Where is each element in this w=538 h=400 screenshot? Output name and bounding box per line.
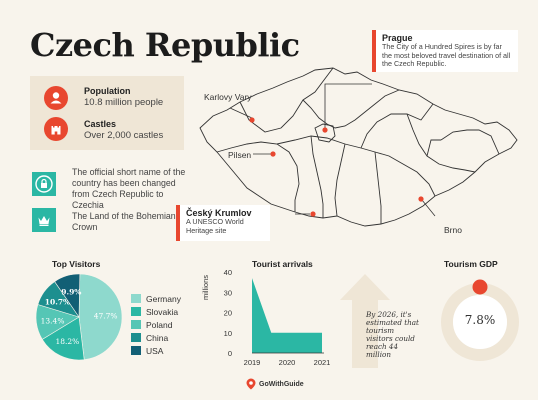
castle-icon [44, 117, 68, 141]
city-pilsen: Pilsen [228, 150, 252, 160]
y-tick-label: 30 [224, 288, 232, 297]
y-tick-label: 0 [228, 349, 232, 358]
city-brno: Brno [444, 225, 462, 235]
fact-bohemian-crown: The Land of the Bohemian Crown [72, 211, 176, 232]
pie-label-poland: 13.4% [41, 316, 65, 325]
region-border [334, 143, 346, 217]
legend-swatch [131, 320, 141, 329]
footer: GoWithGuide [246, 378, 304, 390]
prague-region [314, 123, 336, 143]
tourism-gdp-value: 7.8% [464, 313, 496, 327]
legend-label: USA [146, 345, 164, 356]
region-border [406, 113, 476, 173]
region-border [239, 67, 334, 133]
tourist-arrivals-chart: 40 30 20 10 0 2019 2020 2021 [224, 268, 330, 367]
tourism-gdp-gauge [441, 279, 519, 361]
lock-icon [32, 172, 56, 196]
top-visitors-title: Top Visitors [52, 259, 101, 269]
legend-item-germany: Germany [131, 292, 181, 305]
cesky-krumlov-marker [310, 211, 316, 217]
region-border [360, 103, 434, 149]
country-border [199, 67, 518, 227]
population-label: Population [84, 86, 131, 96]
legend-swatch [131, 307, 141, 316]
population-value: 10.8 million people [84, 97, 164, 108]
legend-label: Poland [146, 319, 173, 330]
x-tick-label: 2019 [244, 358, 261, 367]
region-border [276, 135, 436, 197]
pie-slice-germany [78, 273, 123, 361]
pie-label-germany: 47.7% [94, 312, 118, 321]
region-border [216, 141, 300, 212]
arrivals-area [252, 278, 322, 353]
region-border [310, 135, 324, 218]
x-tick-label: 2020 [279, 358, 296, 367]
cesky-krumlov-callout: Český Krumlov A UNESCO World Heritage si… [176, 205, 270, 241]
person-icon [44, 86, 68, 110]
tourist-arrivals-title: Tourist arrivals [252, 259, 313, 269]
region-border [302, 89, 400, 129]
pilsen-marker [270, 151, 276, 157]
castles-label: Castles [84, 119, 117, 129]
czech-map [199, 67, 518, 227]
pie-label-china: 10.7% [45, 297, 70, 306]
page-title: Czech Republic [30, 26, 300, 64]
footer-brand: GoWithGuide [259, 380, 304, 388]
gowithguide-logo-icon [246, 378, 256, 390]
cesky-krumlov-description: A UNESCO World Heritage site [186, 217, 244, 235]
y-tick-label: 10 [224, 329, 232, 338]
up-arrow-icon [340, 274, 390, 368]
y-tick-label: 40 [224, 268, 232, 277]
top-visitors-legend: Germany Slovakia Poland China USA [131, 292, 181, 357]
x-tick-label: 2021 [314, 358, 330, 367]
pie-label-usa: 9.9% [61, 287, 81, 296]
legend-swatch [131, 294, 141, 303]
prague-description: The City of a Hundred Spires is by far t… [382, 42, 511, 68]
pie-slice-slovakia [41, 316, 85, 361]
pie-label-slovakia: 18.2% [55, 337, 79, 346]
legend-item-poland: Poland [131, 318, 181, 331]
legend-item-china: China [131, 331, 181, 344]
legend-label: China [146, 332, 169, 343]
crown-icon [32, 208, 56, 232]
karlovy-vary-marker [249, 117, 255, 123]
legend-swatch [131, 346, 141, 355]
city-karlovy-vary: Karlovy Vary [204, 92, 252, 102]
brno-marker [418, 196, 424, 202]
top-visitors-pie: 47.7% 18.2% 13.4% 10.7%9.9% [35, 273, 123, 361]
arrivals-note: By 2026, it's estimated that tourism vis… [366, 310, 419, 359]
legend-label: Slovakia [146, 306, 179, 317]
pie-slice-usa [54, 273, 81, 318]
region-border [440, 129, 500, 155]
tourism-gdp-title: Tourism GDP [444, 259, 498, 269]
legend-item-slovakia: Slovakia [131, 305, 181, 318]
circle-marker-icon [472, 279, 488, 295]
cesky-krumlov-title: Český Krumlov [186, 208, 252, 218]
prague-title: Prague [382, 33, 413, 43]
region-border [374, 151, 382, 224]
legend-item-usa: USA [131, 344, 181, 357]
prague-marker [322, 127, 328, 133]
arrivals-y-label: millions [201, 274, 210, 300]
legend-swatch [131, 333, 141, 342]
region-border [426, 139, 441, 157]
y-tick-label: 20 [224, 309, 232, 318]
castles-value: Over 2,000 castles [84, 130, 164, 141]
prague-callout: Prague The City of a Hundred Spires is b… [372, 30, 518, 72]
legend-label: Germany [146, 293, 181, 304]
fact-short-name: The official short name of the country h… [72, 167, 186, 210]
